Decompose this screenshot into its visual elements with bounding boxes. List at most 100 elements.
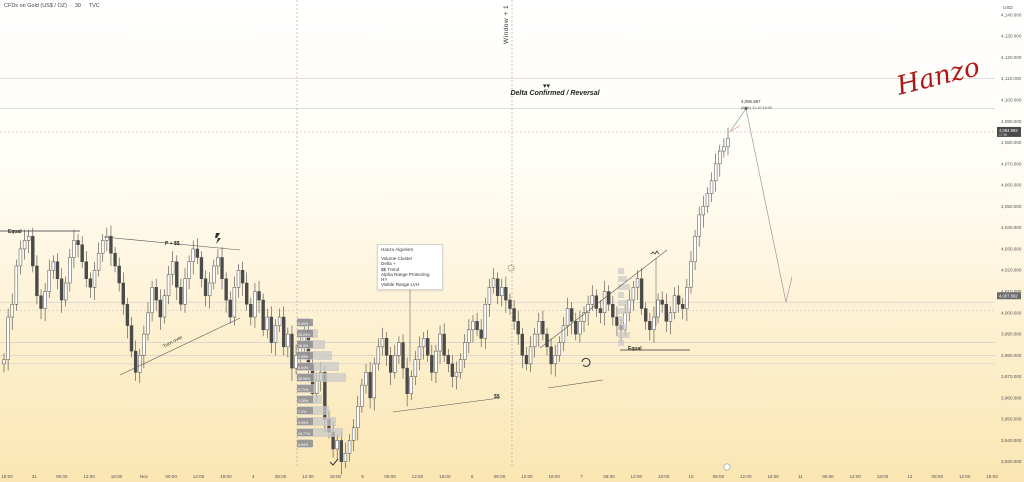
candle-body [718,150,722,165]
candle-body [216,257,220,267]
candle-body [421,338,426,348]
candle-body [545,333,549,348]
support-trendline [119,317,241,376]
candle-body [282,316,286,348]
volume-profile-bar [297,417,336,426]
volume-cluster-bar [618,316,624,322]
time-tick-label: 12:00 [740,474,752,479]
price-tick-label: 4,130.000 [1001,34,1022,39]
candle-body [84,261,88,279]
candle-body [660,299,664,305]
candle-body [335,440,339,450]
volume-profile-core [297,352,313,359]
candle-body [709,180,714,194]
channel-upper-line [539,249,668,349]
candle-body [96,252,101,271]
info-box-title: Hanzo Algorism [381,247,414,252]
candle-body [598,308,603,314]
candle-body [722,146,726,152]
candle-body [47,269,51,292]
window-label: Window + 1 [503,4,510,44]
candle-body [101,240,105,254]
candle-body [668,312,673,322]
candle-body [72,240,76,258]
candle-body [59,278,64,301]
candle-body [364,372,368,386]
volume-percent-label: 3.26% [298,399,309,403]
time-tick-label: 12:00 [631,474,643,479]
candle-body [138,355,142,373]
candle-body [726,138,730,148]
last-price-label: 4,084.993 [999,128,1018,133]
candle-body [644,308,648,322]
refresh-icon [581,357,591,367]
volume-profile-core [297,396,313,403]
candle-body [524,355,529,365]
candle-body [648,321,652,331]
symbol-name: CFDs on Gold (US$ / OZ) [4,3,67,9]
time-tick-label: 7 [580,474,583,479]
candle-body [467,329,471,343]
info-item: Visible Range LVH [381,282,420,288]
volume-profile-core [297,363,313,370]
candle-body [405,367,409,394]
candle-body [203,278,208,297]
info-item: Delta + [381,261,396,267]
volume-profile-bar [297,351,332,360]
candle-body [393,355,397,373]
candle-body [639,278,644,309]
candle-body [553,355,557,365]
candle-body [18,248,23,267]
time-tick-label: 4 [252,474,255,479]
chart-signal-icon [650,250,660,255]
price-tick-label: 4,090.000 [1001,119,1022,124]
price-tick-label: 4,040.000 [1001,225,1022,230]
candle-body [450,363,455,377]
time-tick-label: 06:00 [275,474,287,479]
volume-cluster-bar [618,332,630,338]
source-label: TVC [88,3,100,9]
candle-body [388,355,393,373]
candle-body [495,278,500,297]
candle-body [689,261,693,288]
volume-cluster-bar [618,340,624,346]
turn-over-label: Turn over [162,334,184,349]
candle-body [442,333,446,356]
price-tick-label: 4,020.000 [1001,268,1022,273]
target-sub-label: (60%) 11-10 19:00 [741,106,772,110]
volume-profile-core [297,341,313,348]
time-tick-label: 12:00 [959,474,971,479]
candle-body [236,269,241,288]
candle-body [656,299,660,318]
candle-body [10,304,14,318]
candle-body [401,342,405,369]
time-tick-label: 06:00 [713,474,725,479]
time-tick-label: 12:00 [521,474,533,479]
volume-cluster-bar [618,284,630,290]
time-tick-label: 31 [32,474,38,479]
candle-body [417,346,422,360]
volume-profile-core [297,319,313,326]
candle-body [384,338,389,356]
time-tick-label: 06:00 [165,474,177,479]
time-tick-label: 06:00 [384,474,396,479]
info-item: Volume Cluster [381,256,413,262]
candle-body [92,269,97,288]
candle-body [76,240,80,245]
candle-body [615,316,619,326]
last-price-time: 17:59 [999,133,1007,137]
price-tick-label: 4,110.000 [1001,76,1022,81]
candle-body [22,240,27,250]
candle-body [594,295,599,309]
candle-body [611,304,615,318]
candle-body [586,304,590,314]
candle-body [220,257,224,279]
candle-body [508,299,512,309]
candle-body [491,278,496,288]
time-tick-label: 06:00 [603,474,615,479]
candle-body [516,321,520,335]
volume-percent-label: 28.95% [298,377,311,381]
candle-body [286,333,290,348]
time-tick-label: 18:00 [1,474,13,479]
